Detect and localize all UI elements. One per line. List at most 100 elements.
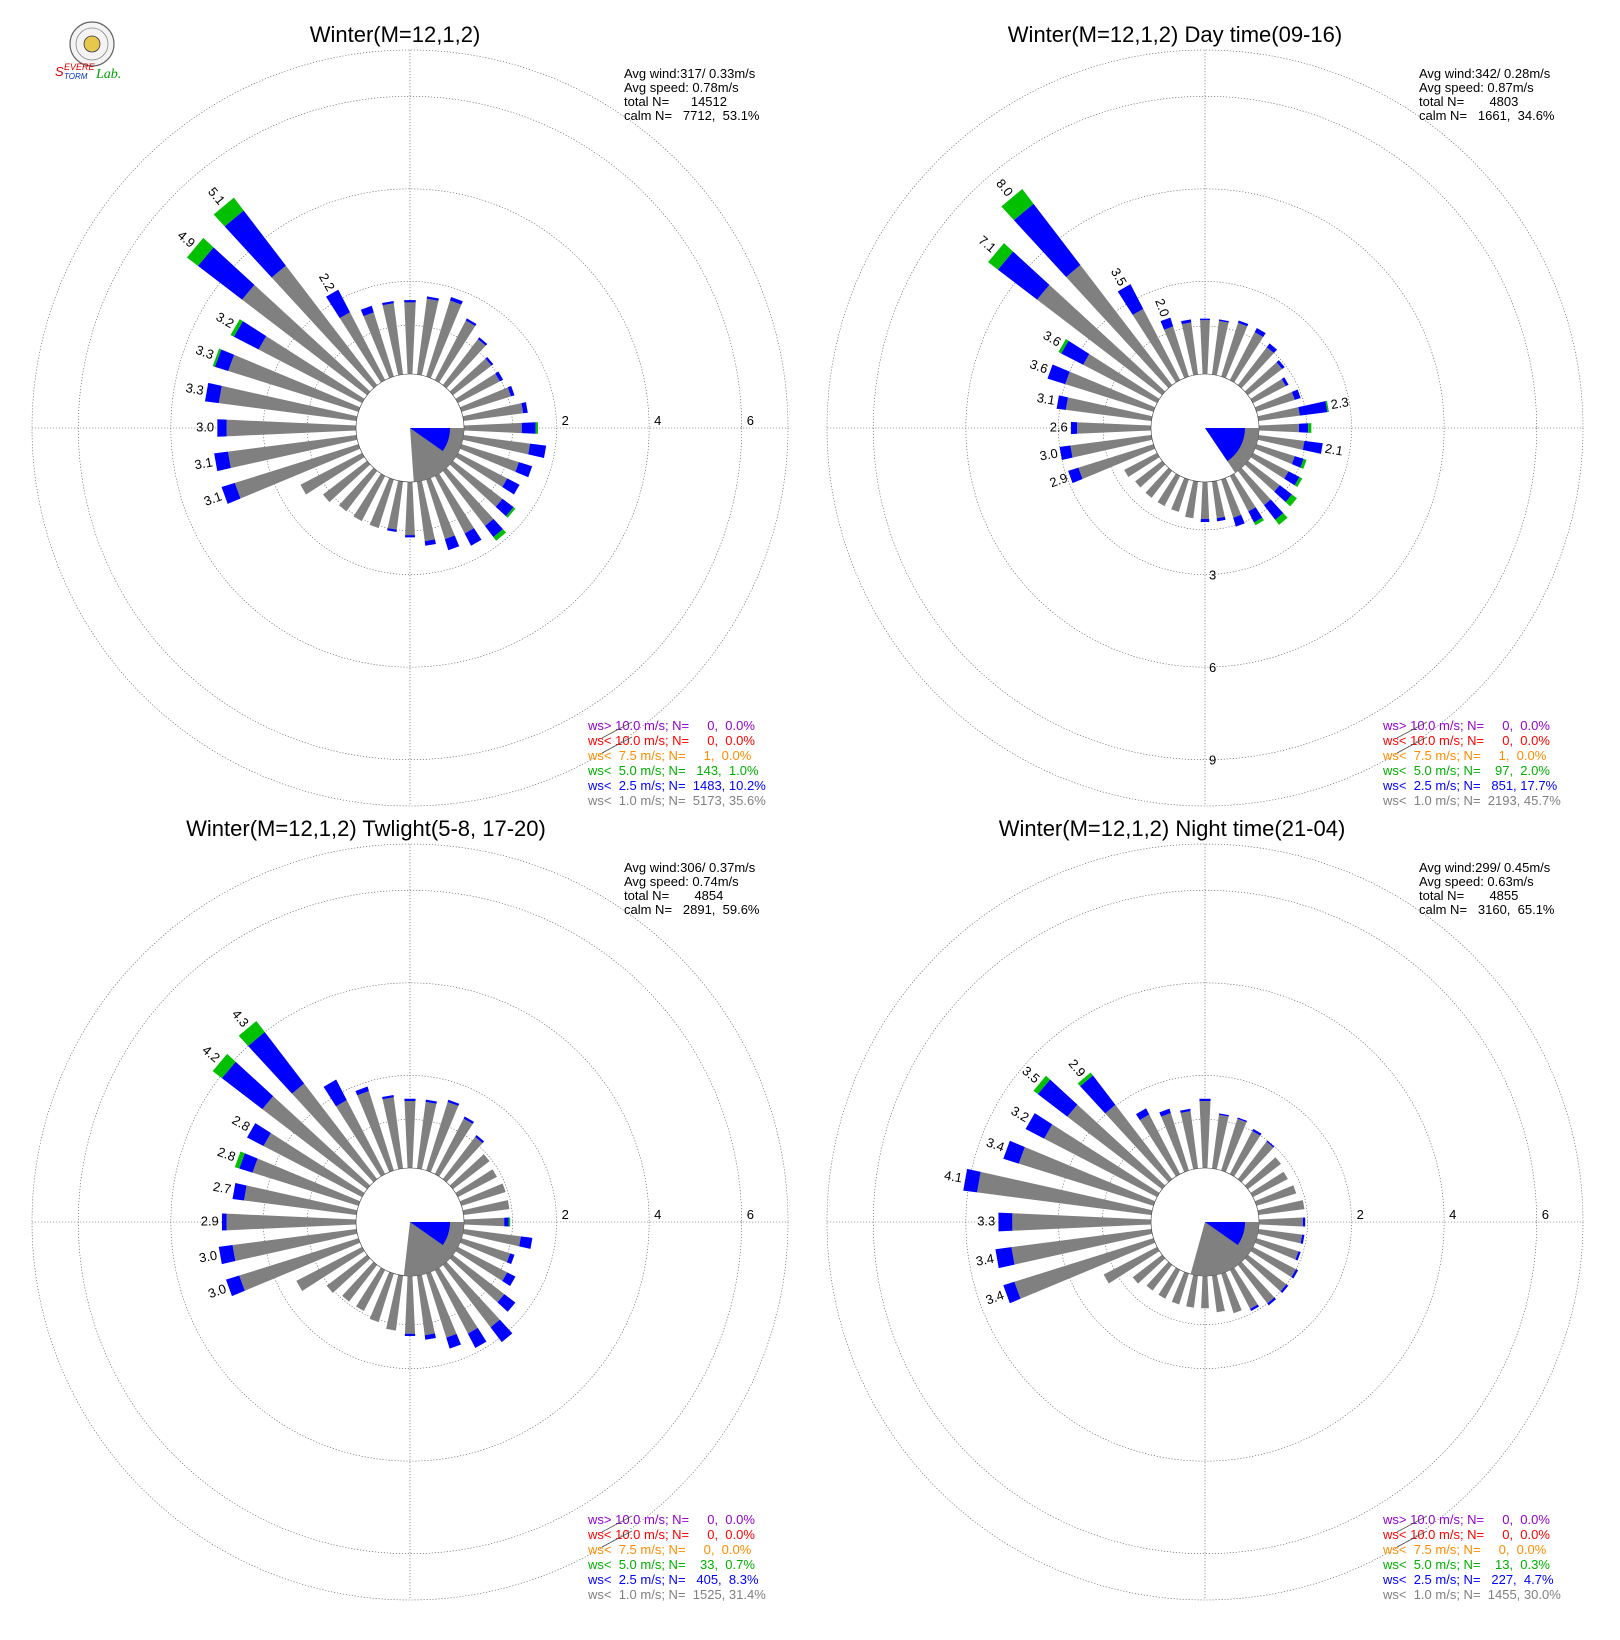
legend-entry: ws< 5.0 m/s; N= 33, 0.7%: [587, 1557, 755, 1572]
rose-bar-segment: [1302, 440, 1323, 454]
legend-entry: ws< 10.0 m/s; N= 0, 0.0%: [1382, 1527, 1550, 1542]
rose-bar-segment: [442, 1136, 483, 1183]
ring-tick-label: 6: [747, 1207, 754, 1222]
rose-bar-segment: [1254, 391, 1295, 412]
ring-tick-label: 6: [1209, 660, 1216, 675]
rose-bar-segment: [1132, 308, 1181, 383]
bar-value-label: 3.4: [984, 1287, 1006, 1307]
rose-bar-segment: [1264, 499, 1284, 520]
rose-bar-segment: [271, 265, 378, 389]
rose-bar-segment: [1211, 320, 1229, 376]
rose-bar-segment: [336, 1100, 386, 1177]
rose-bar-segment: [1013, 203, 1081, 277]
rose-bar-segment: [1294, 476, 1303, 488]
rose-bar-segment: [1025, 1113, 1053, 1139]
rose-bar-segment: [1066, 264, 1173, 389]
legend-entry: ws< 2.5 m/s; N= 1483, 10.2%: [587, 778, 766, 793]
stat-avg-speed: Avg speed: 0.63m/s: [1419, 874, 1534, 889]
rose-bar-segment: [217, 419, 227, 437]
rose-bar-segment: [242, 284, 371, 396]
rose-bar-segment: [1181, 322, 1199, 376]
rose-bar-segment: [1157, 473, 1181, 507]
legend-entry: ws< 2.5 m/s; N= 851, 17.7%: [1382, 778, 1558, 793]
rose-bar-segment: [221, 1213, 227, 1231]
grid-ring: [826, 49, 1584, 807]
rose-bar-segment: [1257, 434, 1305, 450]
legend-strike: [1396, 1515, 1428, 1533]
rose-bar-segment: [416, 298, 439, 376]
bar-value-label: 3.3: [977, 1213, 995, 1228]
grid-ring: [31, 49, 789, 807]
rose-bar-segment: [1139, 1114, 1181, 1177]
rose-bar-segment: [1058, 339, 1069, 354]
rose-bar-segment: [1244, 362, 1283, 396]
rose-bar-segment: [521, 402, 528, 414]
windrose-panel-winter: 2 4 63.13.13.03.33.33.24.95.12.2Winter(M=1…: [31, 22, 789, 808]
rose-bar-segment: [416, 1274, 435, 1336]
rose-bar-segment: [1267, 1297, 1277, 1306]
rose-bar-segment: [1061, 340, 1090, 365]
bar-value-label: 3.3: [185, 380, 205, 398]
legend-entry: ws< 5.0 m/s; N= 13, 0.3%: [1382, 1557, 1550, 1572]
stat-total: total N= 4855: [1419, 888, 1518, 903]
rose-bar-segment: [467, 1327, 487, 1349]
svg-text:Lab.: Lab.: [95, 67, 121, 82]
rose-bar-segment: [449, 296, 463, 305]
rose-bar-segment: [1033, 1075, 1051, 1095]
rose-bar-segment: [426, 1271, 457, 1338]
bar-value-label: 4.1: [943, 1168, 963, 1186]
rose-bar-segment: [1200, 320, 1210, 375]
chart-title: Winter(M=12,1,2) Twlight(5-8, 17-20): [186, 816, 546, 841]
rose-bar-segment: [1258, 1217, 1303, 1227]
rose-bar-segment: [363, 312, 394, 379]
rose-bar-segment: [484, 518, 503, 538]
rose-bar-segment: [519, 1236, 533, 1249]
bar-value-label: 3.4: [975, 1251, 995, 1269]
rose-bar-segment: [495, 371, 504, 382]
rose-bar-segment: [405, 481, 415, 536]
rose-bar-segment: [1291, 1269, 1299, 1279]
rose-bar-segment: [1300, 1234, 1305, 1244]
rose-bar-segment: [218, 1245, 236, 1265]
rose-bar-segment: [490, 1319, 513, 1343]
rose-bar-segment: [296, 1246, 365, 1291]
rose-bar-segment: [1257, 1200, 1305, 1216]
rose-bar-segment: [1200, 481, 1210, 519]
rose-bar-segment: [233, 321, 267, 350]
rose-bar-segment: [442, 339, 486, 389]
chart-title: Winter(M=12,1,2): [310, 22, 481, 47]
rose-bar-segment: [508, 1217, 511, 1227]
rose-bar-segment: [463, 1116, 475, 1124]
rose-bar-segment: [212, 1053, 236, 1079]
ring-tick-label: 9: [1209, 753, 1216, 768]
bar-value-label: 3.0: [198, 1248, 218, 1266]
rose-bar-segment: [1199, 1101, 1211, 1169]
rose-bar-segment: [355, 1267, 386, 1312]
stat-calm: calm N= 7712, 53.1%: [624, 108, 760, 123]
rose-bar-segment: [404, 300, 416, 303]
ring-tick-label: 4: [1449, 1207, 1456, 1222]
rose-bar-segment: [1186, 1274, 1199, 1308]
rose-bar-segment: [455, 1246, 508, 1282]
calm-wedge-blue: [410, 428, 450, 451]
rose-bar-segment: [239, 1153, 258, 1173]
legend-entry: ws< 1.0 m/s; N= 5173, 35.6%: [587, 793, 766, 808]
rose-bar-segment: [405, 535, 415, 538]
chart-title: Winter(M=12,1,2) Day time(09-16): [1008, 22, 1342, 47]
legend-entry: ws< 10.0 m/s; N= 0, 0.0%: [587, 733, 755, 748]
rose-bar-segment: [1221, 477, 1242, 518]
rose-bar-segment: [1233, 514, 1245, 527]
rose-bar-segment: [382, 301, 394, 306]
bar-value-label: 3.4: [984, 1134, 1006, 1154]
bar-value-label: 2.3: [1330, 394, 1350, 412]
rose-bar-segment: [455, 452, 508, 488]
legend-entry: ws> 10.0 m/s; N= 0, 0.0%: [1382, 718, 1550, 733]
rose-bar-segment: [1237, 467, 1271, 506]
legend-entry: ws< 2.5 m/s; N= 227, 4.7%: [1382, 1572, 1554, 1587]
legend-strike: [1396, 1530, 1428, 1548]
rose-bar-segment: [1003, 1140, 1025, 1164]
windrose-panel-winter-nighttime: 2 4 63.43.43.34.13.43.23.5 2.9Winter(M=12,1…: [826, 816, 1584, 1602]
rose-bar-segment: [1229, 1130, 1261, 1177]
rose-bar-segment: [243, 1185, 358, 1216]
rose-bar-segment: [977, 1171, 1153, 1216]
